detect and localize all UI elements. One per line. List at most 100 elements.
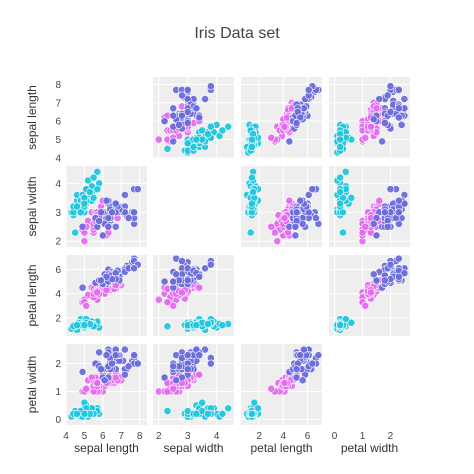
data-point [104,214,113,222]
x-tick-label: 5 [82,431,88,442]
data-point [296,196,305,205]
data-point [375,95,384,103]
data-point [82,301,91,310]
data-point [291,231,300,240]
x-tick-label: 0 [332,431,338,442]
x-axis-title-sepal-length: sepal length [74,441,139,455]
x-axis-title-sepal-width: sepal width [163,441,223,455]
data-point [100,376,109,385]
data-point [383,222,392,231]
data-point [280,214,289,222]
panel-sepal-width-vs-sepal-length [65,166,147,247]
data-point [336,143,345,151]
data-point [366,122,375,131]
y-tick-label: 6 [55,117,61,128]
data-point [285,137,294,146]
data-point [160,373,169,382]
y-tick-label: 1 [55,387,61,398]
data-point [183,351,192,360]
data-point [336,188,345,196]
data-point [394,196,403,205]
y-tick-label: 2 [55,359,61,370]
data-point [383,91,392,100]
panel-petal-width-vs-sepal-width [153,344,234,425]
y-tick-label: 4 [55,179,61,190]
panel-sepal-width-vs-petal-width [329,166,410,247]
data-point [172,376,181,385]
data-point [292,208,301,217]
data-point [198,126,207,135]
data-point [124,362,133,371]
axis-titles: sepal length sepal width petal length petal… [25,85,398,455]
data-point [80,199,89,208]
data-point [267,222,276,231]
data-point [394,104,403,113]
data-point [183,365,192,374]
data-point [386,260,395,269]
x-tick-label: 6 [100,431,106,442]
data-point [80,321,89,330]
data-point [273,237,282,246]
data-point [280,379,289,387]
data-point [372,104,381,113]
data-point [361,301,370,310]
x-tick-label: 4 [214,431,220,442]
data-point [163,298,172,307]
data-point [397,120,406,129]
data-point [394,85,403,94]
data-point [247,143,256,151]
panel-petal-length-vs-sepal-width [153,254,234,336]
data-point [160,277,169,286]
x-tick-label: 8 [137,431,143,442]
data-point [160,117,169,126]
data-point [175,120,183,129]
data-point [292,119,301,127]
data-point [189,143,198,151]
data-point [80,237,89,246]
data-point [204,130,212,138]
y-axis-title-petal-width: petal width [25,356,39,413]
data-point [206,122,215,131]
data-point [204,409,212,418]
y-axis-title-sepal-width: sepal width [25,176,39,236]
data-point [267,133,276,142]
panels: 4 5 6 7 8 2 3 4 2 4 6 0 1 2 4 5 6 7 8 2 3 4 2 4 6 0 1 2 [55,77,410,442]
data-point [394,272,403,281]
data-point [304,85,313,94]
data-point [183,119,192,127]
x-tick-label: 3 [185,431,191,442]
data-point [372,231,381,240]
data-point [111,373,120,382]
data-point [163,144,172,153]
chart-title: Iris Data set [194,25,280,42]
data-point [178,257,186,265]
data-point [154,295,163,304]
data-point [296,351,305,360]
data-point [378,137,386,146]
data-point [82,384,91,393]
data-point [195,370,204,379]
data-point [76,208,85,217]
data-point [267,384,276,393]
data-point [192,104,201,113]
data-point [336,199,345,208]
data-point [375,196,384,205]
data-point [169,277,178,286]
x-tick-label: 2 [256,431,262,442]
data-point [198,398,207,407]
data-point [169,384,178,393]
data-point [163,407,172,415]
x-tick-label: 1 [360,431,366,442]
data-point [308,185,317,194]
data-point [386,108,395,116]
y-tick-label: 4 [55,289,61,300]
data-point [192,135,201,144]
data-point [102,196,111,205]
data-point [218,321,227,330]
data-point [183,276,192,285]
data-point [133,359,142,368]
data-point [130,264,139,273]
panel-petal-length-vs-petal-width [329,254,410,336]
data-point [224,122,233,131]
